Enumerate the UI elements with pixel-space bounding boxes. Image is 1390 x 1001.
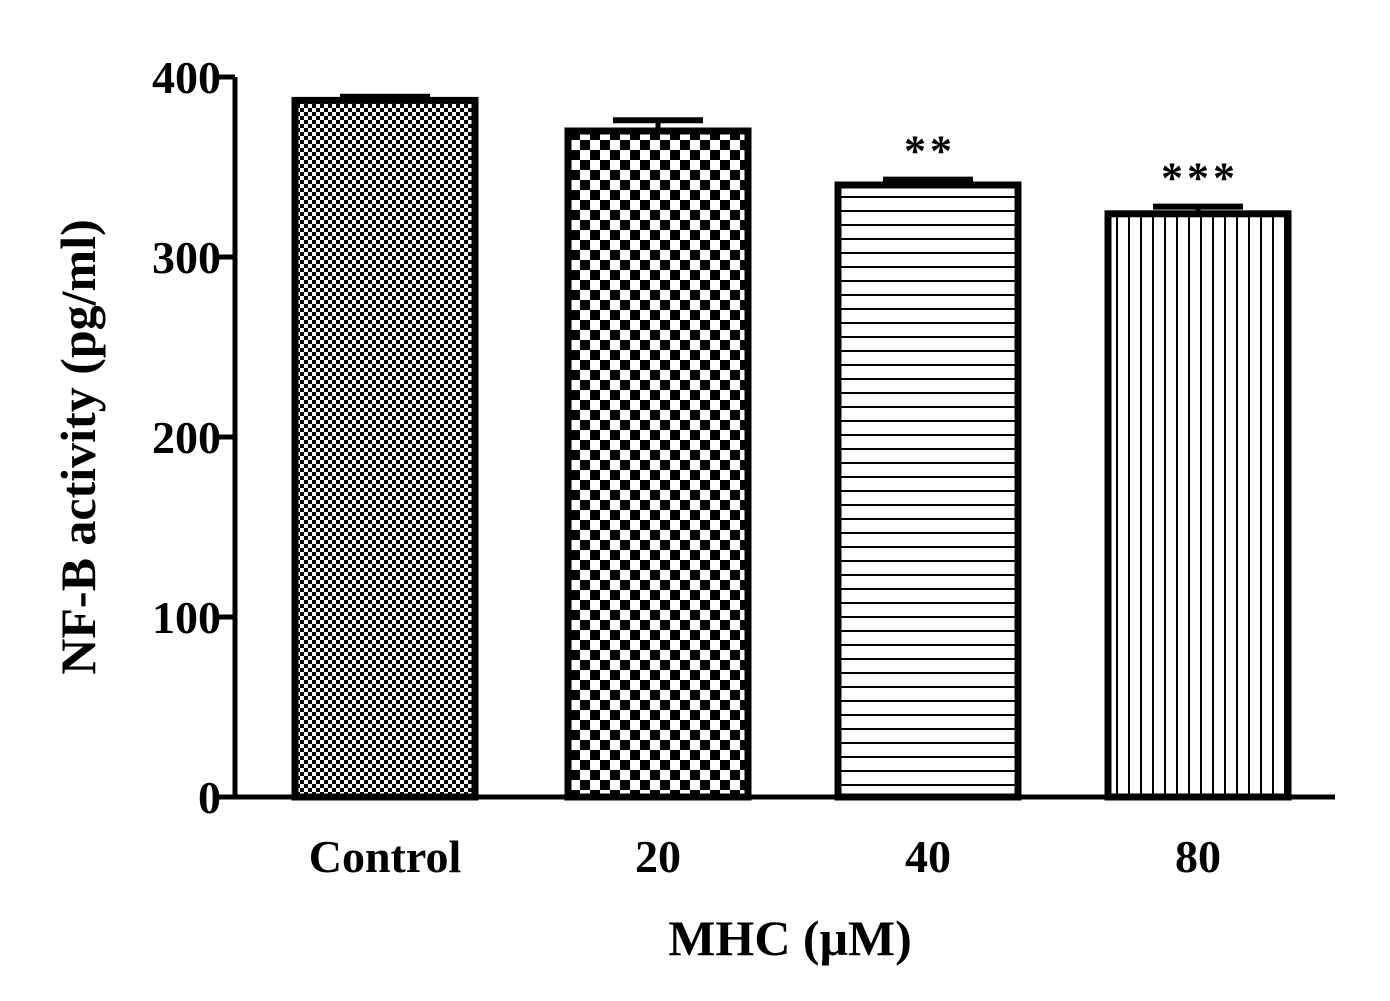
y-tick-label: 300 [152,232,221,283]
bar-group: ** [834,127,1022,801]
significance-label: ** [904,127,956,176]
y-tick-label: 0 [198,772,221,823]
y-tick-label: 200 [152,412,221,463]
y-tick-label: 100 [152,592,221,643]
x-ticks: Control 20 40 80 [309,831,1221,882]
bar-group [291,93,479,801]
x-tick-label: 80 [1175,831,1221,882]
x-tick-label: 40 [905,831,951,882]
y-ticks: 0 100 200 300 400 [152,52,235,823]
x-axis-title: MHC (μM) [668,910,912,966]
significance-label: *** [1161,154,1239,203]
bar-group: *** [1104,154,1292,801]
x-tick-label: 20 [635,831,681,882]
y-tick-label: 400 [152,52,221,103]
bar [564,127,752,801]
bar [834,181,1022,801]
x-tick-label: Control [309,831,462,882]
bars-layer: ***** [291,93,1292,801]
bar-group [564,117,752,801]
bar [291,96,479,801]
y-axis-title: NF-B activity (pg/ml) [50,219,106,674]
bar [1104,210,1292,801]
